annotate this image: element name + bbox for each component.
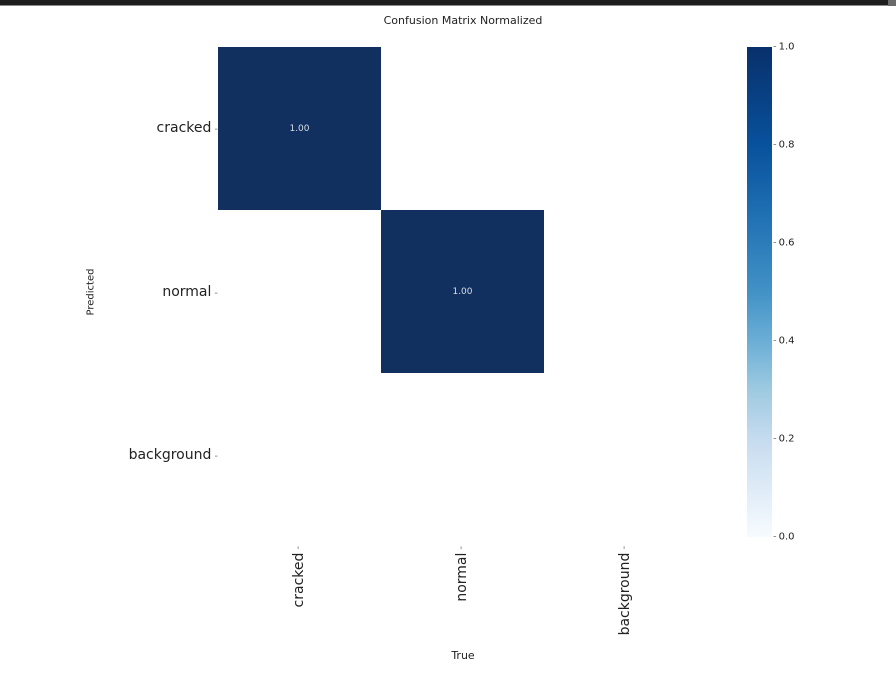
heatmap-cell-normal-normal: 1.00 [381,210,544,373]
colorbar-tick-label: 0.2 [778,433,795,445]
colorbar-tick-label: 0.8 [778,139,795,151]
colorbar-tick: -0.0 [773,532,795,543]
tick-mark: - [773,41,777,53]
y-tick-background: background - [129,447,218,463]
colorbar-tick: -0.4 [773,336,795,347]
y-tick-label: background [128,447,212,463]
colorbar [747,47,772,537]
x-tick-normal: normal - [454,546,470,602]
window-top-bar-edge [888,0,896,6]
cell-value: 1.00 [289,123,310,134]
x-tick-background: background - [617,546,633,635]
colorbar-tick: -1.0 [773,42,795,53]
y-axis-label: Predicted [85,268,97,316]
colorbar-tick-label: 0.6 [778,237,795,249]
confusion-matrix-figure: Confusion Matrix Normalized Predicted cr… [0,6,896,694]
tick-mark: - [619,546,630,550]
colorbar-tick-label: 0.4 [778,335,795,347]
colorbar-tick: -0.2 [773,434,795,445]
y-tick-normal: normal - [162,284,218,300]
cell-value: 1.00 [452,286,473,297]
colorbar-tick-label: 1.0 [778,41,795,53]
heatmap-grid: 1.00 1.00 [218,47,708,537]
x-axis-label: True [451,649,475,662]
y-tick-cracked: cracked - [157,120,218,136]
colorbar-tick-label: 0.0 [778,531,795,543]
tick-mark: - [214,124,218,135]
tick-mark: - [773,139,777,151]
x-tick-cracked: cracked - [291,546,307,607]
x-tick-label: cracked [291,552,307,608]
x-tick-label: normal [454,552,470,602]
tick-mark: - [293,546,304,550]
tick-mark: - [773,237,777,249]
chart-title: Confusion Matrix Normalized [383,14,543,27]
colorbar-tick: -0.6 [773,238,795,249]
tick-mark: - [214,288,218,299]
tick-mark: - [773,531,777,543]
tick-mark: - [456,546,467,550]
colorbar-tick: -0.8 [773,140,795,151]
heatmap-cell-cracked-cracked: 1.00 [218,47,381,210]
y-tick-label: normal [162,284,212,300]
window-top-bar [0,0,896,6]
x-tick-label: background [617,552,633,636]
tick-mark: - [773,335,777,347]
tick-mark: - [773,433,777,445]
tick-mark: - [214,451,218,462]
y-tick-label: cracked [156,120,212,136]
